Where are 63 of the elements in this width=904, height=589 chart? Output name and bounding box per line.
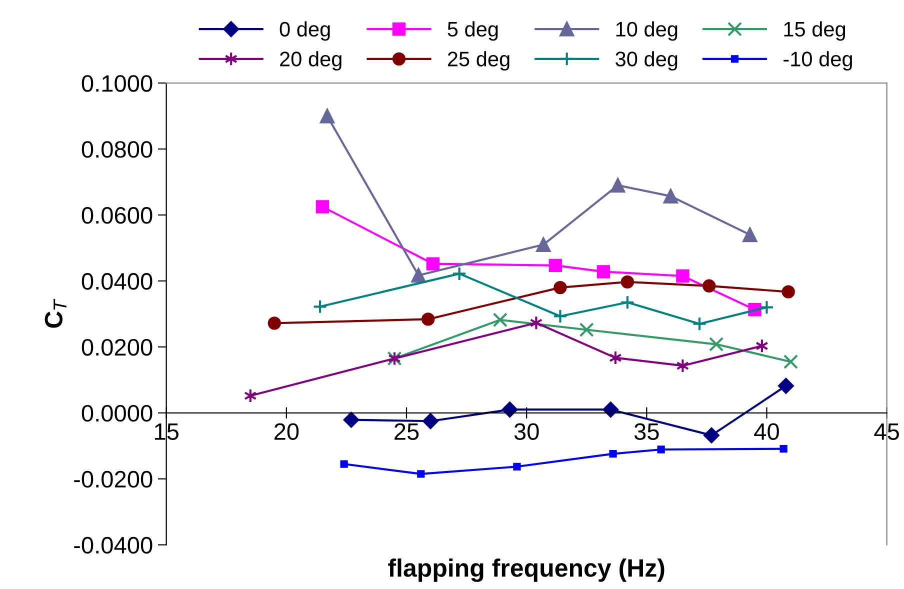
point <box>782 285 795 298</box>
legend-label: -10 deg <box>784 51 852 71</box>
point <box>579 322 594 338</box>
point <box>742 227 758 242</box>
y-tick-label: 0.0800 <box>82 141 152 158</box>
point <box>778 378 794 394</box>
x-tick-label: 20 <box>274 423 299 440</box>
point <box>502 402 518 418</box>
point <box>657 446 665 454</box>
point <box>596 265 610 278</box>
x-tick-label: 45 <box>874 423 899 440</box>
point <box>620 275 634 289</box>
point <box>312 299 328 314</box>
x-tick-label: 25 <box>394 423 419 440</box>
point <box>268 316 282 330</box>
point <box>702 279 716 292</box>
point <box>422 413 438 430</box>
point <box>709 336 724 352</box>
legend-label: 15 deg <box>784 21 846 41</box>
point <box>554 280 567 294</box>
point <box>411 268 426 283</box>
point <box>316 200 330 214</box>
x-axis-title: flapping frequency (Hz) <box>388 558 664 582</box>
point <box>343 412 360 428</box>
y-axis-title: C$_{T}$ <box>44 298 66 328</box>
point <box>552 308 568 324</box>
x-tick-label: 35 <box>634 423 659 440</box>
point <box>602 402 619 418</box>
x-tick-label: 40 <box>754 423 779 440</box>
point <box>692 316 707 332</box>
y-tick-label: 0.0400 <box>82 273 152 290</box>
legend-label: 5 deg <box>448 21 498 41</box>
point <box>548 258 562 272</box>
point <box>704 427 720 444</box>
y-tick-label: 0.0000 <box>82 404 152 422</box>
y-tick-label: -0.0400 <box>74 536 152 554</box>
y-tick-label: 0.1000 <box>82 75 152 92</box>
point <box>426 257 440 270</box>
point <box>492 312 508 328</box>
point <box>513 462 521 470</box>
legend-label: 0 deg <box>280 21 330 41</box>
point <box>676 269 690 283</box>
point <box>422 312 435 326</box>
y-tick-label: 0.0200 <box>82 338 152 356</box>
point <box>759 300 774 315</box>
legend-label: 30 deg <box>616 51 678 71</box>
point <box>452 266 467 281</box>
point <box>780 445 788 453</box>
point <box>610 178 626 193</box>
point <box>320 108 335 124</box>
legend-label: 10 deg <box>616 21 678 41</box>
point <box>417 470 425 478</box>
point <box>620 295 635 310</box>
legend-label: 20 deg <box>280 51 342 71</box>
y-tick-label: -0.0200 <box>74 470 152 488</box>
point <box>536 237 551 252</box>
point <box>783 354 798 370</box>
x-tick-label: 30 <box>514 423 539 440</box>
legend-label: 25 deg <box>448 51 510 71</box>
y-tick-label: 0.0600 <box>82 207 152 224</box>
point <box>340 460 348 468</box>
point <box>663 188 678 204</box>
point <box>609 450 617 458</box>
